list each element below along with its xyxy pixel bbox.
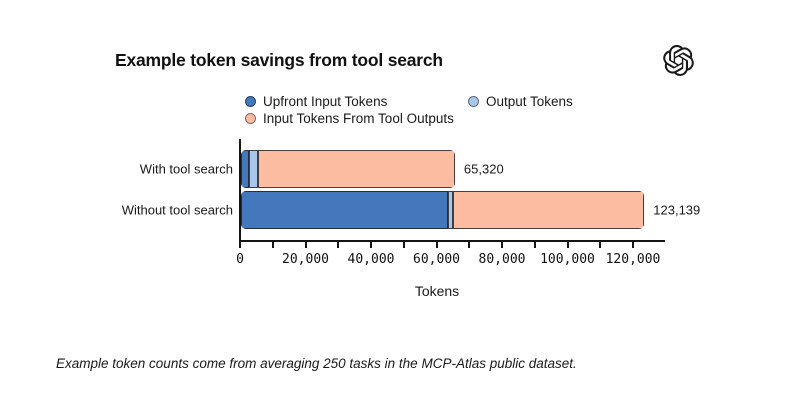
y-tick-label-without-tool-search: Without tool search [121,202,233,218]
bar-segment-upfront-input-tokens [241,150,249,188]
x-tick-label: 40,000 [347,252,395,267]
x-tick [304,242,307,248]
legend-item-upfront-input-tokens: Upfront Input Tokens [245,94,387,109]
bar-segment-output-tokens [448,191,453,229]
x-tick [632,242,634,248]
x-tick [566,242,569,248]
x-tick-label: 120,000 [605,252,661,267]
bar-segment-input-tokens-from-tool-outputs [258,150,455,188]
x-tick [599,242,602,248]
bar-value-label: 123,139 [653,202,701,218]
openai-logo-icon [663,45,694,76]
chart-title: Example token savings from tool search [115,50,443,70]
caption: Example token counts come from averaging… [56,356,577,371]
x-tick-label: 100,000 [540,252,595,267]
bar-value-label: 65,320 [463,161,504,177]
x-tick-label: 0 [236,252,244,267]
x-tick-label: 80,000 [478,252,526,267]
x-tick [533,242,536,248]
legend-label: Upfront Input Tokens [263,94,388,109]
x-axis-title: Tokens [414,283,460,299]
legend-swatch-tool-outputs [245,113,256,124]
x-tick [239,242,241,248]
legend-item-output-tokens: Output Tokens [468,94,573,109]
legend-label: Input Tokens From Tool Outputs [263,111,454,126]
bar-segment-input-tokens-from-tool-outputs [453,191,645,229]
bar-segment-output-tokens [249,150,258,188]
bar-with-tool-search [241,150,455,188]
y-axis-spine [239,139,241,242]
y-tick-label-with-tool-search: With tool search [139,161,233,177]
x-tick [337,242,340,248]
x-tick [271,242,274,248]
x-tick [468,242,471,248]
legend-label: Output Tokens [486,94,573,109]
x-tick-label: 20,000 [282,252,329,267]
x-tick [402,242,405,248]
legend-item-input-tokens-from-tool-outputs: Input Tokens From Tool Outputs [245,111,454,126]
x-tick [435,242,438,248]
x-tick [501,242,503,248]
x-tick-label: 60,000 [413,252,460,267]
legend-swatch-output [468,96,479,107]
legend-swatch-upfront [245,96,256,107]
x-axis-spine [239,240,665,242]
bar-segment-upfront-input-tokens [241,191,448,229]
bar-without-tool-search [241,191,645,229]
x-tick [370,242,372,248]
